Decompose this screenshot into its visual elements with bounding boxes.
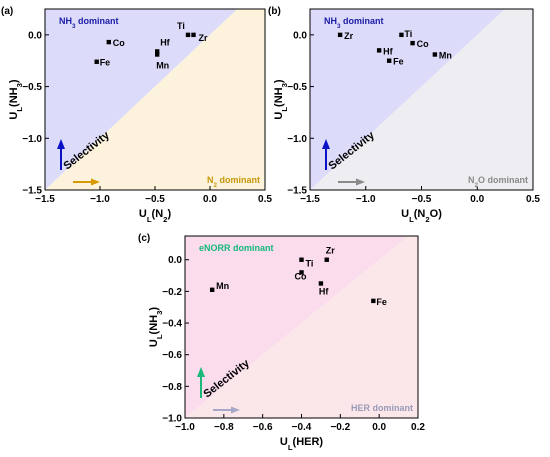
y-tick-label: 0.0	[293, 30, 307, 41]
data-point-mn	[155, 52, 160, 57]
x-axis-label: UL(N2)	[139, 208, 172, 224]
data-point-zr	[324, 257, 329, 262]
y-tick-label: −0.5	[287, 82, 307, 93]
panel-b: −1.5 −1.0 −0.5 0.0 0.5 −1.5 −1.0 −0.5 0.0 UL(N2O)…	[268, 6, 540, 224]
right-arrow	[73, 178, 100, 186]
x-axis-label: UL(HER)	[280, 436, 324, 452]
data-point-mn	[432, 52, 438, 57]
lower-region-fill	[185, 236, 418, 418]
x-tick-label: −0.6	[253, 422, 273, 433]
data-point-zr	[191, 32, 196, 38]
y-tick-label: 0.0	[168, 255, 182, 266]
panel-c: −1.0 −0.8 −0.6 −0.4 −0.2 0.0 0.2 −1.0 −0.8 −0.6 −0…	[138, 233, 425, 452]
data-point-co	[299, 270, 304, 275]
data-point-hf	[376, 48, 382, 53]
upper-region-fill	[185, 236, 409, 418]
right-arrow	[338, 178, 365, 186]
right-arrow	[213, 406, 240, 414]
y-tick-label: −0.8	[162, 382, 182, 393]
y-axis-label: UL(NH3)	[148, 307, 164, 348]
y-tick-label: 0.0	[28, 30, 42, 41]
y-tick-label: −1.0	[22, 134, 42, 145]
y-tick-label: −1.0	[287, 134, 307, 145]
x-tick-label: −1.0	[356, 194, 376, 205]
x-tick-label: −0.2	[330, 422, 350, 433]
x-tick-label: 0.5	[526, 194, 540, 205]
panel-a: −1.5 −1.0 −0.5 0.0 0.5 −1.5 −1.0 −0.5 0.0 UL(N2) U…	[1, 6, 272, 224]
lower-region-label: HER dominant	[351, 403, 413, 413]
data-point-hf	[318, 281, 324, 286]
x-tick-label: −1.5	[300, 194, 320, 205]
x-tick-label: −0.5	[412, 194, 432, 205]
y-tick-label: −0.2	[162, 287, 182, 298]
point-label-ti: Ti	[177, 21, 185, 31]
point-label-ti: Ti	[306, 259, 314, 269]
y-tick-label: −0.5	[22, 82, 42, 93]
point-label-zr: Zr	[199, 33, 208, 43]
lower-region-label: N2 dominant	[207, 175, 260, 189]
point-label-mn: Mn	[216, 281, 229, 291]
data-point-ti	[185, 32, 191, 38]
y-tick-label: −1.5	[22, 186, 42, 197]
point-label-zr: Zr	[344, 31, 353, 41]
data-point-zr	[337, 32, 343, 38]
data-point-co	[410, 40, 415, 46]
x-tick-label: 0.2	[411, 422, 425, 433]
lower-region-fill	[310, 9, 533, 190]
x-axis-label: UL(N2O)	[401, 208, 442, 224]
point-label-co: Co	[113, 38, 125, 48]
x-tick-label: −0.5	[145, 194, 165, 205]
x-tick-label: −0.4	[292, 422, 312, 433]
panel-label: (a)	[1, 6, 13, 17]
up-arrow	[197, 367, 205, 398]
point-label-co: Co	[417, 39, 429, 49]
upper-region-label: NH3 dominant	[324, 16, 384, 30]
point-label-zr: Zr	[326, 246, 335, 256]
point-label-ti: Ti	[404, 29, 412, 39]
y-tick-label: −1.0	[162, 414, 182, 425]
data-point-fe	[371, 298, 376, 304]
data-point-hf	[155, 49, 160, 54]
upper-region-label: NH3 dominant	[59, 16, 119, 30]
x-tick-label: 0.0	[372, 422, 386, 433]
point-label-co: Co	[295, 271, 307, 281]
x-tick-label: −1.5	[35, 194, 55, 205]
panel-label: (c)	[138, 233, 150, 244]
x-tick-label: 0.0	[203, 194, 217, 205]
x-tick-label: −1.0	[175, 422, 195, 433]
point-label-hf: Hf	[383, 46, 393, 56]
y-tick-label: −1.5	[287, 186, 307, 197]
x-tick-label: −0.8	[214, 422, 234, 433]
point-label-fe: Fe	[393, 57, 404, 67]
point-label-fe: Fe	[376, 297, 387, 307]
point-label-mn: Mn	[439, 51, 452, 61]
point-label-mn: Mn	[156, 61, 169, 71]
y-axis-label: UL(NH3)	[8, 79, 24, 120]
panel-label: (b)	[268, 6, 281, 17]
point-label-hf: Hf	[160, 37, 170, 47]
data-point-co	[106, 39, 111, 45]
up-arrow	[57, 139, 65, 170]
point-label-hf: Hf	[319, 286, 329, 296]
y-tick-label: −0.4	[162, 319, 182, 330]
y-tick-label: −0.6	[162, 350, 182, 361]
y-axis-label: UL(NH3)	[273, 79, 289, 120]
up-arrow	[322, 139, 330, 170]
point-label-fe: Fe	[100, 58, 111, 68]
data-point-ti	[299, 257, 304, 262]
x-tick-label: 0.0	[470, 194, 484, 205]
data-point-fe	[94, 59, 99, 64]
data-point-fe	[386, 58, 392, 63]
data-point-mn	[209, 287, 215, 293]
data-point-ti	[399, 32, 404, 38]
upper-region-label: eNORR dominant	[199, 243, 274, 253]
x-tick-label: 0.5	[258, 194, 272, 205]
lower-region-label: N2O dominant	[468, 175, 528, 189]
x-tick-label: −1.0	[90, 194, 110, 205]
lower-region-fill	[45, 9, 265, 190]
